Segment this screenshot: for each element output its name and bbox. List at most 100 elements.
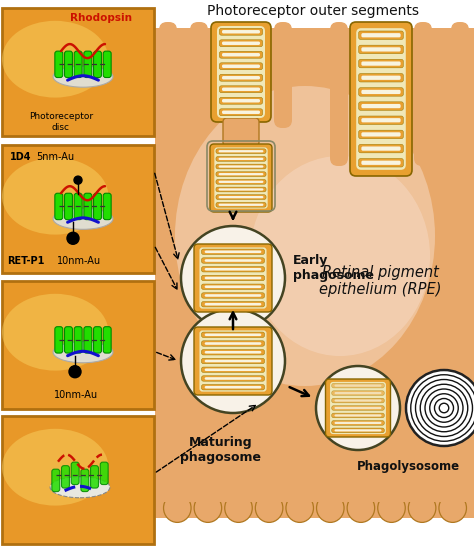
Ellipse shape bbox=[378, 494, 405, 523]
FancyBboxPatch shape bbox=[219, 173, 264, 175]
FancyBboxPatch shape bbox=[219, 188, 264, 191]
Text: Phagolysosome: Phagolysosome bbox=[356, 460, 460, 473]
FancyBboxPatch shape bbox=[334, 400, 382, 402]
FancyBboxPatch shape bbox=[359, 88, 403, 96]
FancyBboxPatch shape bbox=[216, 172, 266, 176]
FancyBboxPatch shape bbox=[93, 327, 101, 353]
FancyBboxPatch shape bbox=[361, 146, 401, 151]
Ellipse shape bbox=[2, 158, 109, 235]
FancyBboxPatch shape bbox=[210, 144, 272, 212]
FancyBboxPatch shape bbox=[205, 369, 261, 371]
FancyBboxPatch shape bbox=[361, 33, 401, 37]
Ellipse shape bbox=[2, 294, 109, 371]
FancyBboxPatch shape bbox=[359, 31, 403, 39]
FancyBboxPatch shape bbox=[332, 383, 384, 388]
FancyBboxPatch shape bbox=[74, 327, 82, 353]
Circle shape bbox=[69, 366, 81, 378]
FancyBboxPatch shape bbox=[201, 275, 264, 281]
Bar bbox=[2, 281, 154, 409]
FancyBboxPatch shape bbox=[216, 149, 266, 153]
FancyBboxPatch shape bbox=[350, 22, 412, 176]
FancyBboxPatch shape bbox=[84, 193, 92, 219]
Ellipse shape bbox=[2, 429, 109, 506]
FancyBboxPatch shape bbox=[205, 303, 261, 306]
FancyBboxPatch shape bbox=[361, 90, 401, 94]
FancyBboxPatch shape bbox=[330, 22, 348, 166]
FancyBboxPatch shape bbox=[356, 28, 406, 170]
FancyBboxPatch shape bbox=[93, 51, 101, 78]
FancyBboxPatch shape bbox=[361, 48, 401, 51]
FancyBboxPatch shape bbox=[334, 414, 382, 417]
FancyBboxPatch shape bbox=[219, 109, 263, 116]
Text: Photoreceptor
disc: Photoreceptor disc bbox=[29, 112, 93, 132]
FancyBboxPatch shape bbox=[222, 30, 260, 33]
FancyBboxPatch shape bbox=[64, 327, 73, 353]
FancyBboxPatch shape bbox=[200, 247, 266, 308]
Text: RET-P1: RET-P1 bbox=[7, 256, 45, 266]
FancyBboxPatch shape bbox=[205, 286, 261, 288]
FancyBboxPatch shape bbox=[201, 258, 264, 263]
Circle shape bbox=[67, 232, 79, 244]
Bar bbox=[155, 472, 474, 502]
Ellipse shape bbox=[317, 494, 344, 523]
FancyBboxPatch shape bbox=[359, 116, 403, 124]
FancyBboxPatch shape bbox=[103, 51, 111, 78]
FancyBboxPatch shape bbox=[84, 51, 92, 78]
Ellipse shape bbox=[181, 226, 285, 330]
FancyBboxPatch shape bbox=[201, 284, 264, 289]
Text: 10nm-Au: 10nm-Au bbox=[54, 390, 98, 400]
FancyBboxPatch shape bbox=[205, 377, 261, 380]
FancyBboxPatch shape bbox=[332, 406, 384, 410]
FancyBboxPatch shape bbox=[219, 204, 264, 206]
Ellipse shape bbox=[53, 208, 113, 229]
FancyBboxPatch shape bbox=[451, 22, 469, 116]
Ellipse shape bbox=[439, 494, 466, 523]
FancyBboxPatch shape bbox=[205, 334, 261, 336]
FancyBboxPatch shape bbox=[219, 74, 263, 81]
FancyBboxPatch shape bbox=[219, 63, 263, 70]
Ellipse shape bbox=[408, 494, 436, 523]
Bar bbox=[2, 145, 154, 273]
Bar bbox=[0, 0, 158, 546]
FancyBboxPatch shape bbox=[93, 193, 101, 219]
FancyBboxPatch shape bbox=[222, 87, 260, 91]
FancyBboxPatch shape bbox=[219, 196, 264, 198]
FancyBboxPatch shape bbox=[201, 349, 264, 355]
FancyBboxPatch shape bbox=[211, 22, 271, 122]
FancyBboxPatch shape bbox=[205, 259, 261, 262]
FancyBboxPatch shape bbox=[332, 428, 384, 432]
Text: 1D4: 1D4 bbox=[10, 152, 31, 162]
FancyBboxPatch shape bbox=[223, 118, 259, 146]
FancyBboxPatch shape bbox=[100, 462, 108, 484]
Ellipse shape bbox=[194, 494, 222, 523]
FancyBboxPatch shape bbox=[219, 150, 264, 152]
FancyBboxPatch shape bbox=[222, 76, 260, 80]
Bar bbox=[2, 416, 154, 544]
FancyBboxPatch shape bbox=[216, 180, 266, 184]
FancyBboxPatch shape bbox=[359, 60, 403, 68]
Bar bbox=[155, 28, 474, 518]
FancyBboxPatch shape bbox=[334, 384, 382, 387]
Text: 5nm-Au: 5nm-Au bbox=[36, 152, 74, 162]
FancyBboxPatch shape bbox=[84, 327, 92, 353]
FancyBboxPatch shape bbox=[71, 462, 79, 484]
FancyBboxPatch shape bbox=[359, 45, 403, 54]
FancyBboxPatch shape bbox=[205, 351, 261, 354]
Ellipse shape bbox=[316, 366, 400, 450]
Circle shape bbox=[74, 176, 82, 184]
FancyBboxPatch shape bbox=[222, 53, 260, 56]
Ellipse shape bbox=[255, 494, 283, 523]
FancyBboxPatch shape bbox=[190, 22, 208, 128]
FancyBboxPatch shape bbox=[205, 342, 261, 345]
FancyBboxPatch shape bbox=[334, 392, 382, 394]
FancyBboxPatch shape bbox=[359, 130, 403, 139]
FancyBboxPatch shape bbox=[361, 132, 401, 136]
FancyBboxPatch shape bbox=[359, 158, 403, 167]
FancyBboxPatch shape bbox=[359, 102, 403, 110]
FancyBboxPatch shape bbox=[216, 203, 266, 207]
FancyBboxPatch shape bbox=[219, 97, 263, 104]
FancyBboxPatch shape bbox=[205, 386, 261, 389]
Bar bbox=[155, 38, 474, 506]
FancyBboxPatch shape bbox=[219, 86, 263, 93]
FancyBboxPatch shape bbox=[359, 74, 403, 82]
